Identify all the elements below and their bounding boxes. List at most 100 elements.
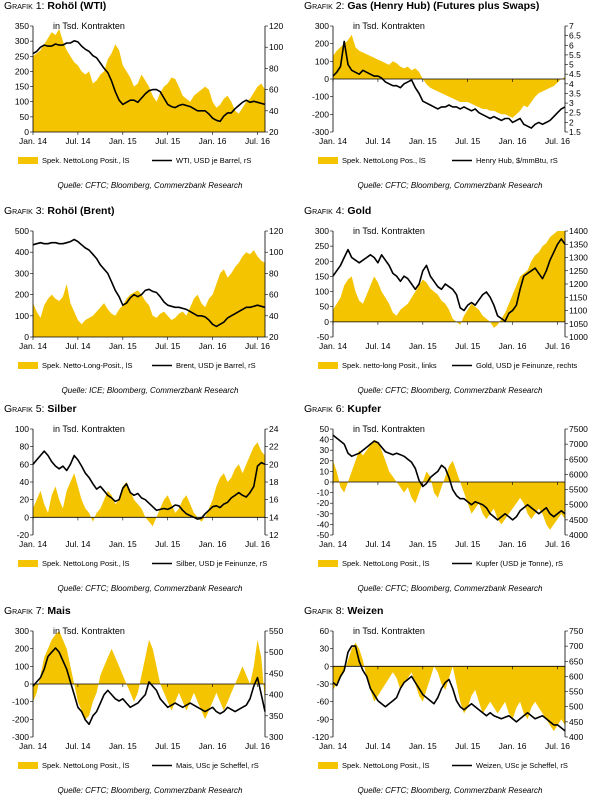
title-prefix: Grafik (304, 0, 333, 12)
legend-swatch-area (18, 157, 38, 164)
series-line-price (332, 238, 566, 322)
legend-label-line: Mais, USc je Scheffel, rS (176, 761, 259, 770)
left-tick-label: 300 (315, 226, 329, 236)
left-tick-label: 30 (320, 445, 330, 455)
right-tick-label: 450 (569, 717, 583, 727)
right-tick-label: 5 (569, 60, 574, 70)
left-tick-label: -20 (17, 530, 30, 540)
x-tick-label: Jul. 14 (365, 539, 390, 549)
right-tick-label: 300 (269, 732, 283, 742)
right-tick-label: 60 (269, 85, 279, 95)
series-line-price (332, 434, 566, 521)
left-tick-label: 0 (324, 317, 329, 327)
title-number: 5: (32, 403, 48, 415)
x-tick-label: Jul. 15 (455, 539, 480, 549)
right-tick-label: 120 (269, 226, 283, 236)
right-tick-label: 4000 (569, 530, 588, 540)
legend-swatch-area (318, 157, 338, 164)
left-tick-label: 300 (15, 36, 29, 46)
left-tick-label: 400 (15, 247, 29, 257)
chart-title: Grafik 2: Gas (Henry Hub) (Futures plus … (304, 0, 539, 12)
right-tick-label: 4500 (569, 515, 588, 525)
left-tick-label: 300 (15, 268, 29, 278)
right-tick-label: 1150 (569, 292, 588, 302)
legend-label-area: Spek. NettoLong Pos., lS (342, 156, 426, 165)
left-tick-label: 20 (20, 495, 30, 505)
legend-label-area: Spek. NettoLong Posit., lS (42, 761, 130, 770)
title-prefix: Grafik (304, 205, 333, 217)
right-tick-label: 12 (269, 530, 279, 540)
left-tick-label: 50 (320, 302, 330, 312)
left-tick-label: 200 (15, 290, 29, 300)
right-tick-label: 14 (269, 512, 279, 522)
legend-label-line: Brent, USD je Barrel, rS (176, 361, 256, 370)
right-tick-label: 550 (569, 687, 583, 697)
x-tick-label: Jul. 15 (455, 741, 480, 751)
right-tick-label: 7000 (569, 439, 588, 449)
left-tick-label: -50 (317, 530, 330, 540)
left-tick-label: 0 (24, 679, 29, 689)
x-tick-label: Jan. 14 (19, 136, 47, 146)
chart-title: Grafik 3: Rohöl (Brent) (4, 205, 114, 217)
series-line-price (332, 645, 566, 732)
left-tick-label: 300 (315, 21, 329, 31)
x-tick-label: Jan. 16 (499, 136, 527, 146)
left-tick-label: -30 (317, 679, 330, 689)
x-tick-label: Jan. 15 (409, 741, 437, 751)
x-tick-label: Jul. 14 (65, 539, 90, 549)
series-line-price (332, 40, 566, 129)
right-tick-label: 3.5 (569, 88, 581, 98)
x-tick-label: Jul. 15 (155, 136, 180, 146)
left-tick-label: 0 (24, 127, 29, 137)
left-tick-label: 50 (20, 112, 30, 122)
chart-svg: 0 100 200 300 400 500 20 40 60 80 100 120 Jan. 14 Jul… (15, 226, 284, 370)
left-tick-label: -20 (317, 498, 330, 508)
series-area-netto-long (333, 642, 565, 732)
right-tick-label: 24 (269, 424, 279, 434)
right-tick-label: 400 (569, 732, 583, 742)
x-tick-label: Jul. 16 (245, 539, 270, 549)
left-tick-label: 0 (24, 332, 29, 342)
x-tick-label: Jan. 14 (19, 741, 47, 751)
chart-svg: -50 0 50 100 150 200 250 300 1000 1050 1100 1150 120… (315, 226, 588, 370)
chart-panel-4: Grafik 4: Gold -50 0 50 100 150 200 250 300 1000 1… (300, 205, 600, 407)
right-tick-label: 2.5 (569, 108, 581, 118)
right-tick-label: 100 (269, 42, 283, 52)
left-tick-label: 0 (324, 661, 329, 671)
chart-svg: -300 -200 -100 0 100 200 300 1.522.533.544.555.… (312, 21, 581, 165)
series-line-price (32, 40, 266, 123)
left-tick-label: -100 (12, 697, 29, 707)
right-tick-label: 550 (269, 626, 283, 636)
x-tick-label: Jan. 16 (499, 539, 527, 549)
x-tick-label: Jan. 14 (19, 341, 47, 351)
title-prefix: Grafik (4, 0, 33, 12)
x-tick-label: Jul. 15 (155, 341, 180, 351)
left-tick-label: 50 (320, 424, 330, 434)
title-text: Silber (47, 403, 77, 415)
left-tick-label: 10 (320, 466, 330, 476)
title-number: 4: (332, 205, 348, 217)
chart-panel-3: Grafik 3: Rohöl (Brent) 0 100 200 300 400 500 2… (0, 205, 300, 407)
title-text: Mais (47, 605, 71, 617)
chart-source: Quelle: ICE; Bloomberg, Commerzbank Rese… (61, 386, 239, 395)
chart-title: Grafik 8: Weizen (304, 605, 383, 617)
chart-source: Quelle: CFTC; Bloomberg, Commerzbank Res… (57, 584, 243, 593)
legend-swatch-area (18, 362, 38, 369)
left-tick-label: 200 (315, 256, 329, 266)
right-tick-label: 3 (569, 98, 574, 108)
legend-label-area: Spek. NettoLong Posit., lS (42, 156, 130, 165)
chart-annotation: in Tsd. Kontrakten (353, 424, 425, 434)
series-area-netto-long (333, 34, 565, 118)
legend-label-area: Spek. NettoLong Posit., lS (342, 761, 430, 770)
right-tick-label: 4.5 (569, 69, 581, 79)
right-tick-label: 40 (269, 106, 279, 116)
x-tick-label: Jul. 16 (545, 341, 570, 351)
chart-source: Quelle: CFTC; Bloomberg, Commerzbank Res… (357, 584, 543, 593)
chart-panel-8: Grafik 8: Weizen -120 -90 -60 -30 0 30 60 400 450… (300, 605, 600, 807)
left-tick-label: 20 (320, 456, 330, 466)
chart-annotation: in Tsd. Kontrakten (53, 21, 125, 31)
left-tick-label: 0 (324, 74, 329, 84)
x-tick-label: Jan. 16 (499, 741, 527, 751)
chart-source: Quelle: CFTC; Bloomberg, Commerzbank Res… (57, 181, 243, 190)
left-tick-label: -300 (312, 127, 329, 137)
